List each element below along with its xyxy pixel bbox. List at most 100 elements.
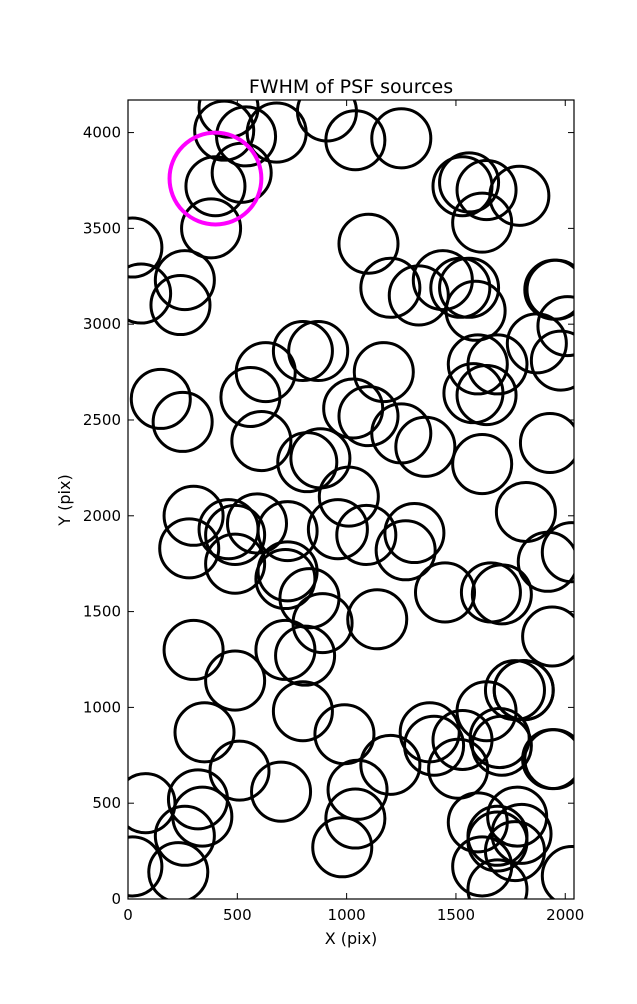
y-tick-label: 2000	[83, 507, 121, 525]
source-marker	[254, 548, 317, 611]
source-marker	[427, 737, 490, 800]
source-marker	[129, 367, 192, 430]
source-marker	[536, 295, 574, 358]
source-marker	[276, 431, 339, 494]
plot-frame	[127, 99, 575, 900]
source-marker	[147, 841, 210, 899]
source-marker	[151, 390, 214, 453]
source-marker	[451, 433, 514, 496]
source-marker	[291, 592, 354, 655]
source-marker	[324, 109, 387, 172]
source-marker	[540, 521, 574, 584]
source-marker	[359, 256, 422, 319]
source-marker	[153, 804, 216, 867]
source-marker	[254, 618, 317, 681]
source-marker	[149, 274, 212, 337]
source-marker	[173, 701, 236, 764]
source-marker	[197, 100, 260, 139]
source-marker	[250, 760, 313, 823]
source-marker	[204, 532, 267, 595]
source-marker	[431, 708, 494, 771]
source-marker	[370, 402, 433, 465]
source-marker	[525, 258, 574, 321]
source-marker	[337, 212, 400, 275]
source-marker	[128, 835, 164, 898]
source-marker	[256, 500, 319, 563]
source-marker	[359, 733, 422, 796]
source-marker	[451, 191, 514, 254]
source-marker	[352, 341, 415, 404]
source-marker	[311, 816, 374, 879]
source-marker	[488, 164, 551, 227]
source-marker	[287, 319, 350, 383]
y-axis-label: Y (pix)	[55, 474, 74, 526]
source-marker	[516, 530, 574, 593]
source-marker	[370, 107, 433, 170]
source-marker	[540, 845, 574, 899]
source-marker	[387, 264, 450, 327]
source-marker	[523, 728, 574, 791]
y-tick-label: 0	[111, 890, 121, 908]
source-marker	[446, 333, 509, 396]
source-marker	[289, 427, 352, 490]
x-tick-label: 0	[123, 906, 133, 924]
y-tick-label: 3500	[83, 219, 121, 237]
source-marker	[374, 519, 437, 582]
source-marker	[128, 772, 177, 835]
source-marker	[451, 835, 514, 898]
source-marker	[438, 256, 501, 319]
source-marker	[455, 159, 518, 222]
source-marker	[459, 561, 522, 624]
source-marker	[219, 365, 282, 429]
source-marker	[455, 364, 518, 427]
y-axis: 0 500 1000 1500 2000 2500 3000 3500 4000	[83, 124, 574, 908]
source-marker	[529, 329, 574, 392]
source-marker	[324, 787, 387, 850]
source-marker	[322, 377, 385, 440]
x-tick-label: 1500	[437, 906, 475, 924]
source-marker	[313, 703, 376, 766]
source-marker	[230, 410, 293, 473]
source-marker	[210, 141, 273, 204]
x-tick-label: 500	[223, 906, 252, 924]
source-marker	[128, 262, 173, 325]
source-marker	[153, 249, 216, 312]
y-tick-label: 4000	[83, 124, 121, 142]
source-marker	[158, 517, 221, 580]
y-tick-label: 500	[92, 794, 121, 812]
highlight-source-marker	[167, 130, 264, 227]
source-marker	[346, 588, 409, 651]
x-axis-label: X (pix)	[325, 929, 378, 948]
source-marker	[317, 465, 380, 528]
source-marker	[413, 561, 477, 624]
source-marker	[466, 858, 529, 899]
source-marker	[505, 312, 568, 375]
source-marker	[204, 649, 267, 712]
source-marker	[444, 279, 507, 342]
source-marker	[438, 151, 501, 214]
source-marker	[274, 624, 337, 687]
source-marker	[523, 258, 574, 321]
source-markers	[128, 100, 574, 899]
source-marker	[180, 197, 243, 260]
source-marker	[306, 498, 369, 561]
source-marker	[162, 484, 225, 547]
y-tick-label: 2500	[83, 411, 121, 429]
y-tick-label: 1000	[83, 698, 121, 716]
source-marker	[470, 714, 533, 777]
x-tick-label: 1000	[328, 906, 366, 924]
source-marker	[193, 100, 256, 162]
source-marker	[208, 739, 271, 802]
source-marker	[171, 785, 234, 848]
source-marker	[383, 502, 446, 565]
source-marker	[128, 216, 164, 279]
source-marker	[335, 503, 398, 566]
source-marker	[225, 492, 289, 555]
source-marker	[521, 605, 574, 668]
source-marker	[403, 714, 466, 777]
source-marker	[271, 319, 334, 383]
source-marker	[337, 385, 400, 448]
source-marker	[271, 680, 334, 743]
source-marker	[470, 563, 533, 626]
